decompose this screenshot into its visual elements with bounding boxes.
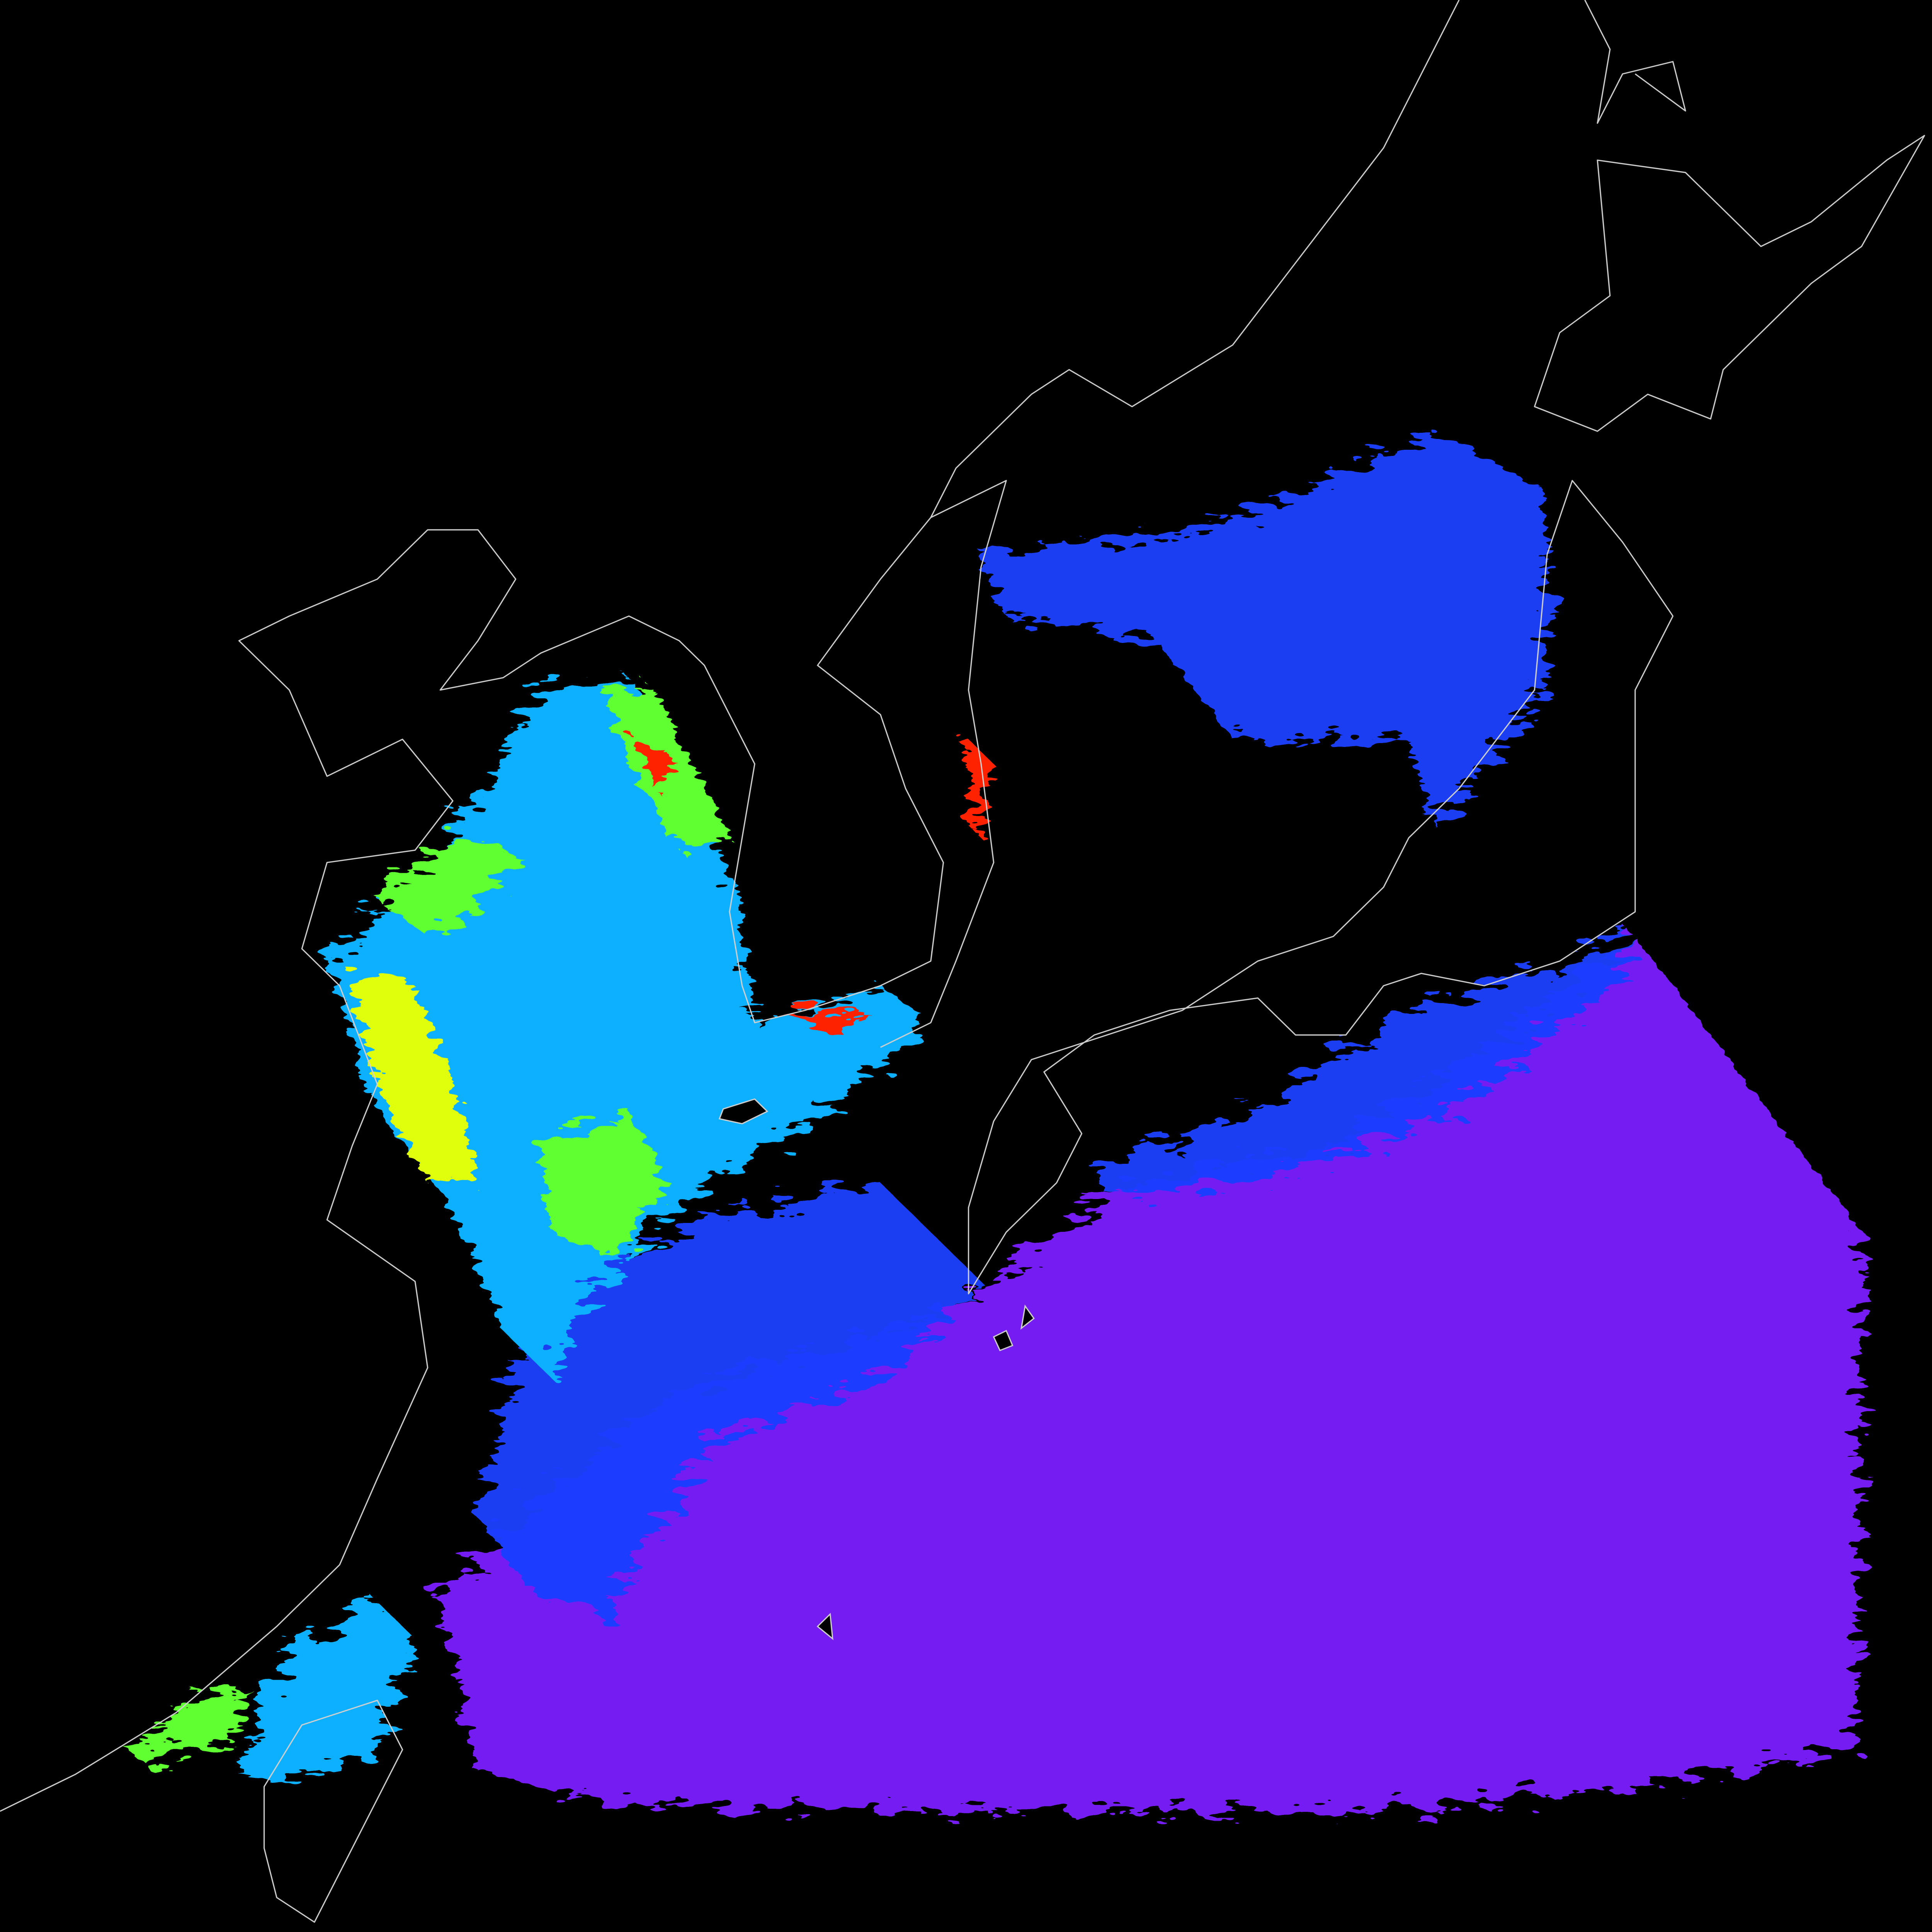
japan-coastline (968, 480, 1674, 1294)
hokkaido-coastline (1534, 135, 1925, 432)
open-ocean-layer (239, 431, 1862, 1811)
korea-coastline (880, 480, 1007, 1048)
fujian-green-region (126, 1688, 252, 1768)
jeju-island (718, 1098, 769, 1124)
jiangsu-yellow-region (352, 973, 478, 1183)
yellow-sea-layer (126, 677, 994, 1768)
kuroshio-blue-region (1094, 936, 1635, 1196)
ryukyu-islands (816, 1304, 1035, 1640)
taiwan-strait-region (239, 1602, 415, 1781)
yellow-sea-green-region (377, 838, 667, 1257)
pacific-purple-region (440, 936, 1862, 1811)
sakhalin-coastline (1584, 0, 1686, 124)
china-coastline (0, 0, 1460, 1812)
east-china-sea-blue-region (478, 1183, 981, 1614)
korea-west-coast-red (635, 739, 994, 1035)
taiwan-coastline (263, 1699, 403, 1923)
japan-sea-blue-region (981, 431, 1547, 826)
